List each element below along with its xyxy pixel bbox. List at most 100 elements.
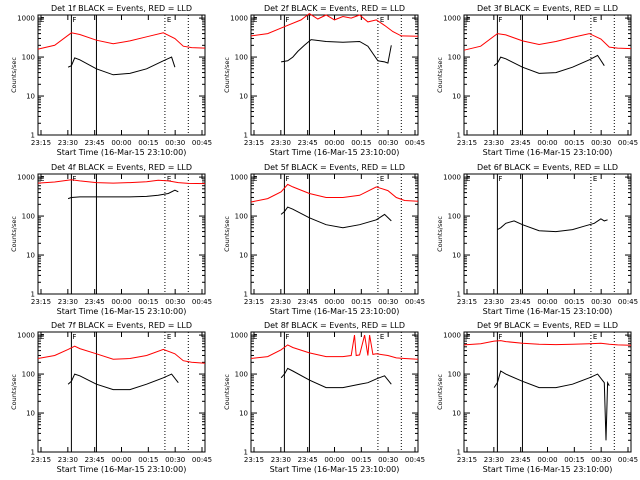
- panel-9-x-tick-label: 00:15: [564, 456, 584, 464]
- panel-8-frame: [250, 331, 419, 453]
- panel-6-y-tick-label-1: 1: [457, 291, 461, 299]
- panel-7-ylabel: Counts/sec: [10, 374, 18, 410]
- panel-9-x-tick-label: 00:00: [537, 456, 557, 464]
- panel-4-x-tick-label: 00:45: [192, 298, 212, 306]
- panel-3-ylabel: Counts/sec: [436, 57, 444, 93]
- panel-4-x-tick-label: 23:15: [31, 298, 51, 306]
- panel-1-x-tick-label: 00:45: [192, 139, 212, 147]
- panel-1-x-tick-label: 23:15: [31, 139, 51, 147]
- panel-1-xlabel: Start Time (16-Mar-15 23:10:00): [57, 148, 187, 157]
- panel-7-y-tick-label-100: 100: [22, 371, 35, 379]
- panel-4-y-tick-label-100: 100: [22, 213, 35, 221]
- panel-4-end-label: E: [167, 175, 171, 183]
- panel-9-y-tick-label-10: 10: [452, 410, 461, 418]
- panel-6-x-tick-label: 23:45: [511, 298, 531, 306]
- panel-4-title: Det 4f BLACK = Events, RED = LLD: [51, 163, 192, 172]
- panel-4-series-black: [67, 189, 179, 200]
- panel-7-x-tick-label: 00:15: [138, 456, 158, 464]
- panel-2-y-tick-label-1000: 1000: [230, 15, 248, 23]
- panel-5-x-tick-label: 23:15: [244, 298, 264, 306]
- panel-1-title: Det 1f BLACK = Events, RED = LLD: [51, 4, 192, 13]
- panel-8-series-red: [250, 334, 419, 360]
- panel-2-x-tick-label: 23:45: [298, 139, 318, 147]
- panel-5-x-tick-label: 23:45: [298, 298, 318, 306]
- panel-2-flag-label: F: [285, 16, 289, 24]
- panel-8-end-label: E: [380, 333, 384, 341]
- panel-3-y-tick-label-10: 10: [452, 93, 461, 101]
- panel-8-x-tick-label: 23:30: [271, 456, 291, 464]
- panel-5-frame: [250, 173, 419, 295]
- panel-4-y-tick-label-1: 1: [31, 291, 35, 299]
- panel-8-y-tick-label-10: 10: [239, 410, 248, 418]
- panel-9-flag-label: F: [498, 333, 502, 341]
- panel-8-flag-label: F: [285, 333, 289, 341]
- panel-2-ylabel: Counts/sec: [223, 57, 231, 93]
- panel-5-flag-label: F: [285, 175, 289, 183]
- panel-5-ylabel: Counts/sec: [223, 216, 231, 252]
- panel-7-end-label: E: [167, 333, 171, 341]
- panel-8-x-tick-label: 00:45: [405, 456, 425, 464]
- panel-4-corner-label: E: [40, 175, 44, 183]
- panel-9-x-tick-label: 23:15: [457, 456, 477, 464]
- panel-3-series-red: [463, 33, 632, 51]
- panel-9-series-red: [463, 340, 632, 346]
- panel-1-x-tick-label: 23:30: [58, 139, 78, 147]
- panel-6-xlabel: Start Time (16-Mar-15 23:10:00): [483, 307, 613, 316]
- panel-8-y-tick-label-1000: 1000: [230, 332, 248, 340]
- panel-7-x-tick-label: 23:30: [58, 456, 78, 464]
- panel-1-y-tick-label-10: 10: [26, 93, 35, 101]
- panel-9-y-tick-label-100: 100: [448, 371, 461, 379]
- panel-6-x-tick-label: 00:15: [564, 298, 584, 306]
- panel-3-end-label: E: [593, 16, 597, 24]
- panel-6-series-black: [497, 218, 608, 233]
- panel-2-x-tick-label: 23:30: [271, 139, 291, 147]
- panel-2-series-red: [250, 12, 419, 37]
- panel-9-y-tick-label-1000: 1000: [443, 332, 461, 340]
- panel-4-series-red: [37, 179, 206, 185]
- panel-9-x-tick-label: 23:30: [484, 456, 504, 464]
- panel-8-y-tick-label-1: 1: [244, 449, 248, 457]
- panel-5-y-tick-label-1000: 1000: [230, 174, 248, 182]
- panel-4-x-tick-label: 23:45: [85, 298, 105, 306]
- panel-4-x-tick-label: 00:15: [138, 298, 158, 306]
- panel-7-x-tick-label: 23:15: [31, 456, 51, 464]
- panel-5-x-tick-label: 00:45: [405, 298, 425, 306]
- panel-2-series-black: [281, 39, 392, 64]
- panel-3-flag-label: F: [498, 16, 502, 24]
- panel-6-y-tick-label-100: 100: [448, 213, 461, 221]
- panel-8-title: Det 8f BLACK = Events, RED = LLD: [264, 321, 405, 330]
- panel-3-y-tick-label-1000: 1000: [443, 15, 461, 23]
- panel-8-x-tick-label: 23:45: [298, 456, 318, 464]
- panel-3-x-tick-label: 23:45: [511, 139, 531, 147]
- panel-4-xlabel: Start Time (16-Mar-15 23:10:00): [57, 307, 187, 316]
- panel-7-series-black: [67, 373, 179, 391]
- panel-3-xlabel: Start Time (16-Mar-15 23:10:00): [483, 148, 613, 157]
- panel-9-corner-label: E: [466, 333, 470, 341]
- panel-9-end-label: E: [593, 333, 597, 341]
- panel-4-x-tick-label: 23:30: [58, 298, 78, 306]
- panel-7-y-tick-label-1: 1: [31, 449, 35, 457]
- panel-7-xlabel: Start Time (16-Mar-15 23:10:00): [57, 465, 187, 474]
- panel-1-x-tick-label: 00:15: [138, 139, 158, 147]
- panel-7-flag-label: F: [72, 333, 76, 341]
- panel-1-y-tick-label-100: 100: [22, 54, 35, 62]
- panel-4-x-tick-label: 00:00: [111, 298, 131, 306]
- panel-1-x-tick-label: 00:30: [165, 139, 185, 147]
- panel-8-xlabel: Start Time (16-Mar-15 23:10:00): [270, 465, 400, 474]
- panel-5-title: Det 5f BLACK = Events, RED = LLD: [264, 163, 405, 172]
- panel-4-x-tick-label: 00:30: [165, 298, 185, 306]
- panel-2-frame: [250, 14, 419, 136]
- panel-3-corner-label: E: [466, 16, 470, 24]
- panel-4-y-tick-label-10: 10: [26, 252, 35, 260]
- panel-7-title: Det 7f BLACK = Events, RED = LLD: [51, 321, 192, 330]
- panel-6-x-tick-label: 23:15: [457, 298, 477, 306]
- panel-2-y-tick-label-100: 100: [235, 54, 248, 62]
- panel-7-x-tick-label: 00:30: [165, 456, 185, 464]
- panel-2-xlabel: Start Time (16-Mar-15 23:10:00): [270, 148, 400, 157]
- panel-3-title: Det 3f BLACK = Events, RED = LLD: [477, 4, 618, 13]
- panel-1-flag-label: F: [72, 16, 76, 24]
- panel-2-x-tick-label: 00:30: [378, 139, 398, 147]
- panel-2-title: Det 2f BLACK = Events, RED = LLD: [264, 4, 405, 13]
- panel-8-corner-label: E: [253, 333, 257, 341]
- panel-9-title: Det 9f BLACK = Events, RED = LLD: [477, 321, 618, 330]
